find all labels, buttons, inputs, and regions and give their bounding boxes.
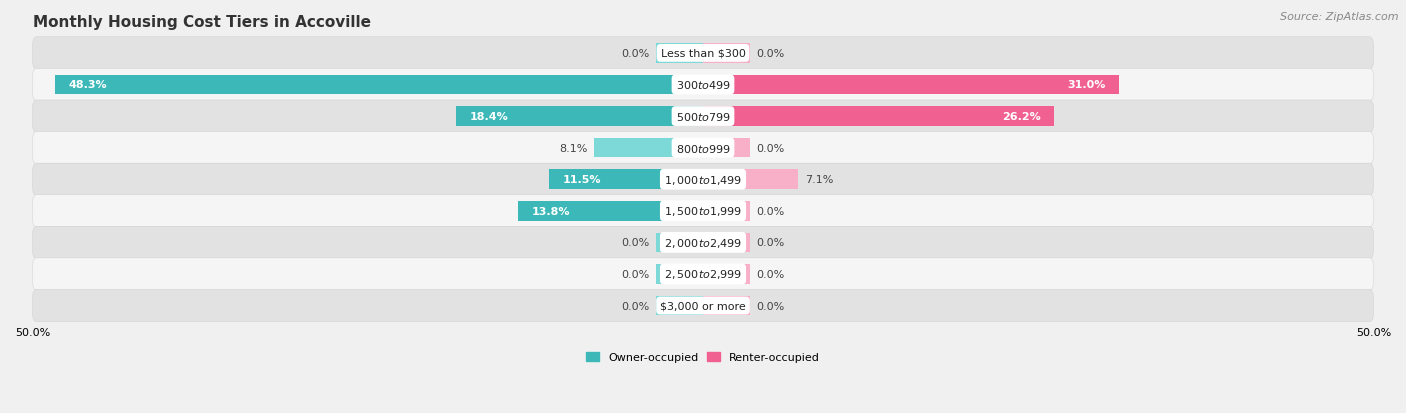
Text: 0.0%: 0.0% xyxy=(621,301,650,311)
Bar xyxy=(55,76,703,95)
FancyBboxPatch shape xyxy=(32,38,1374,70)
Text: $300 to $499: $300 to $499 xyxy=(675,79,731,91)
Text: 48.3%: 48.3% xyxy=(69,80,107,90)
Text: $2,500 to $2,999: $2,500 to $2,999 xyxy=(664,268,742,281)
FancyBboxPatch shape xyxy=(32,258,1374,290)
Text: 0.0%: 0.0% xyxy=(756,143,785,153)
Text: 0.0%: 0.0% xyxy=(621,269,650,279)
FancyBboxPatch shape xyxy=(32,132,1374,164)
Bar xyxy=(657,233,703,253)
Text: 26.2%: 26.2% xyxy=(1002,112,1040,122)
Bar xyxy=(517,202,703,221)
FancyBboxPatch shape xyxy=(32,164,1374,196)
Text: 13.8%: 13.8% xyxy=(531,206,569,216)
Legend: Owner-occupied, Renter-occupied: Owner-occupied, Renter-occupied xyxy=(581,348,825,367)
Bar xyxy=(703,44,749,64)
FancyBboxPatch shape xyxy=(32,69,1374,101)
Text: Monthly Housing Cost Tiers in Accoville: Monthly Housing Cost Tiers in Accoville xyxy=(32,15,371,30)
Text: 0.0%: 0.0% xyxy=(756,49,785,59)
Text: 0.0%: 0.0% xyxy=(621,238,650,248)
Text: 0.0%: 0.0% xyxy=(756,238,785,248)
Bar xyxy=(457,107,703,126)
Text: 31.0%: 31.0% xyxy=(1067,80,1105,90)
Text: 11.5%: 11.5% xyxy=(562,175,600,185)
Bar xyxy=(657,296,703,316)
FancyBboxPatch shape xyxy=(32,290,1374,322)
Bar xyxy=(703,265,749,284)
Text: 0.0%: 0.0% xyxy=(756,269,785,279)
Text: $1,000 to $1,499: $1,000 to $1,499 xyxy=(664,173,742,186)
Bar xyxy=(703,202,749,221)
Text: $1,500 to $1,999: $1,500 to $1,999 xyxy=(664,205,742,218)
Text: Source: ZipAtlas.com: Source: ZipAtlas.com xyxy=(1281,12,1399,22)
Text: $800 to $999: $800 to $999 xyxy=(675,142,731,154)
Text: 0.0%: 0.0% xyxy=(756,206,785,216)
Bar xyxy=(703,296,749,316)
Bar xyxy=(595,138,703,158)
Text: 0.0%: 0.0% xyxy=(756,301,785,311)
Text: $3,000 or more: $3,000 or more xyxy=(661,301,745,311)
FancyBboxPatch shape xyxy=(32,227,1374,259)
Text: $2,000 to $2,499: $2,000 to $2,499 xyxy=(664,236,742,249)
Text: 0.0%: 0.0% xyxy=(621,49,650,59)
Bar xyxy=(703,107,1054,126)
Bar xyxy=(657,265,703,284)
FancyBboxPatch shape xyxy=(32,195,1374,228)
Bar xyxy=(703,76,1119,95)
Bar xyxy=(657,44,703,64)
FancyBboxPatch shape xyxy=(32,101,1374,133)
Bar xyxy=(703,138,749,158)
Text: 7.1%: 7.1% xyxy=(804,175,834,185)
Bar xyxy=(703,233,749,253)
Text: $500 to $799: $500 to $799 xyxy=(675,111,731,123)
Bar xyxy=(703,170,799,190)
Text: Less than $300: Less than $300 xyxy=(661,49,745,59)
Text: 18.4%: 18.4% xyxy=(470,112,509,122)
Bar xyxy=(548,170,703,190)
Text: 8.1%: 8.1% xyxy=(560,143,588,153)
